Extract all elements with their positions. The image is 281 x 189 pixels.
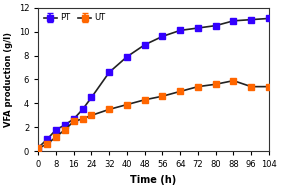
Legend: PT, UT: PT, UT [42, 12, 107, 24]
X-axis label: Time (h): Time (h) [130, 175, 177, 185]
Y-axis label: VFA production (g/l): VFA production (g/l) [4, 32, 13, 127]
